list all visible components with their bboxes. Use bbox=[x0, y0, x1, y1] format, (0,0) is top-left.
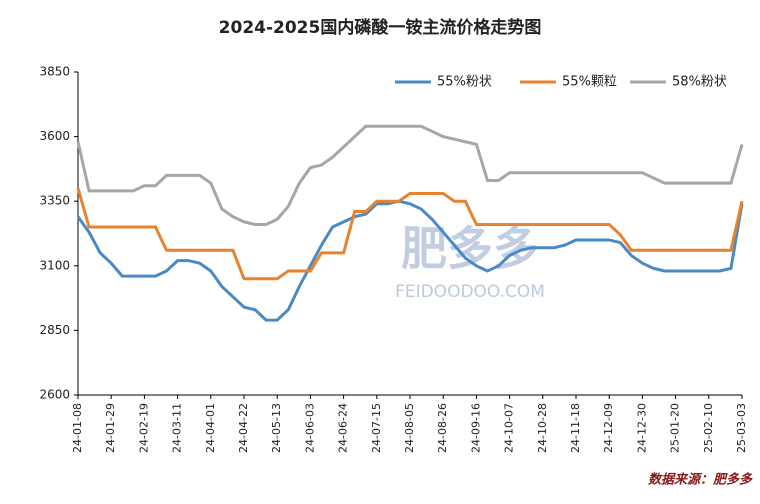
x-tick-label: 25-01-20 bbox=[669, 403, 682, 453]
chart-title: 2024-2025国内磷酸一铵主流价格走势图 bbox=[219, 17, 542, 38]
watermark: 肥多多 bbox=[401, 222, 539, 276]
series-line bbox=[76, 124, 744, 226]
x-tick-label: 24-07-15 bbox=[370, 403, 383, 453]
y-tick-label: 2600 bbox=[39, 388, 70, 402]
x-tick-label: 24-08-26 bbox=[436, 403, 449, 453]
y-tick-label: 2850 bbox=[39, 323, 70, 337]
watermark: FEIDOODOO.COM bbox=[395, 282, 545, 302]
x-tick-label: 24-04-22 bbox=[237, 403, 250, 453]
x-tick-label: 24-06-24 bbox=[337, 403, 350, 453]
x-tick-label: 24-10-07 bbox=[503, 403, 516, 453]
x-tick-label: 24-11-18 bbox=[569, 403, 582, 453]
y-tick-label: 3350 bbox=[39, 194, 70, 208]
x-tick-label: 24-02-19 bbox=[137, 403, 150, 453]
y-tick-label: 3850 bbox=[39, 65, 70, 79]
legend-label: 55%粉状 bbox=[437, 75, 492, 90]
y-tick-label: 3600 bbox=[39, 129, 70, 143]
series-line bbox=[76, 199, 744, 322]
x-tick-label: 24-01-08 bbox=[71, 403, 84, 453]
x-tick-label: 24-12-30 bbox=[635, 403, 648, 453]
x-tick-label: 24-10-28 bbox=[536, 403, 549, 453]
x-tick-label: 24-01-29 bbox=[104, 403, 117, 453]
y-tick-label: 3100 bbox=[39, 258, 70, 272]
legend-label: 55%颗粒 bbox=[562, 75, 617, 90]
x-tick-label: 24-12-09 bbox=[602, 403, 615, 453]
x-tick-label: 25-03-03 bbox=[735, 403, 748, 453]
x-tick-label: 24-05-13 bbox=[270, 403, 283, 453]
x-tick-label: 24-04-01 bbox=[204, 403, 217, 453]
series-line bbox=[76, 187, 744, 281]
x-tick-label: 24-03-11 bbox=[171, 403, 184, 453]
x-tick-label: 24-06-03 bbox=[303, 403, 316, 453]
source: 数据来源：肥多多 bbox=[648, 472, 753, 488]
x-tick-label: 24-08-05 bbox=[403, 403, 416, 453]
x-tick-label: 24-09-16 bbox=[469, 403, 482, 453]
legend-label: 58%粉状 bbox=[672, 75, 727, 90]
x-tick-label: 25-02-10 bbox=[702, 403, 715, 453]
